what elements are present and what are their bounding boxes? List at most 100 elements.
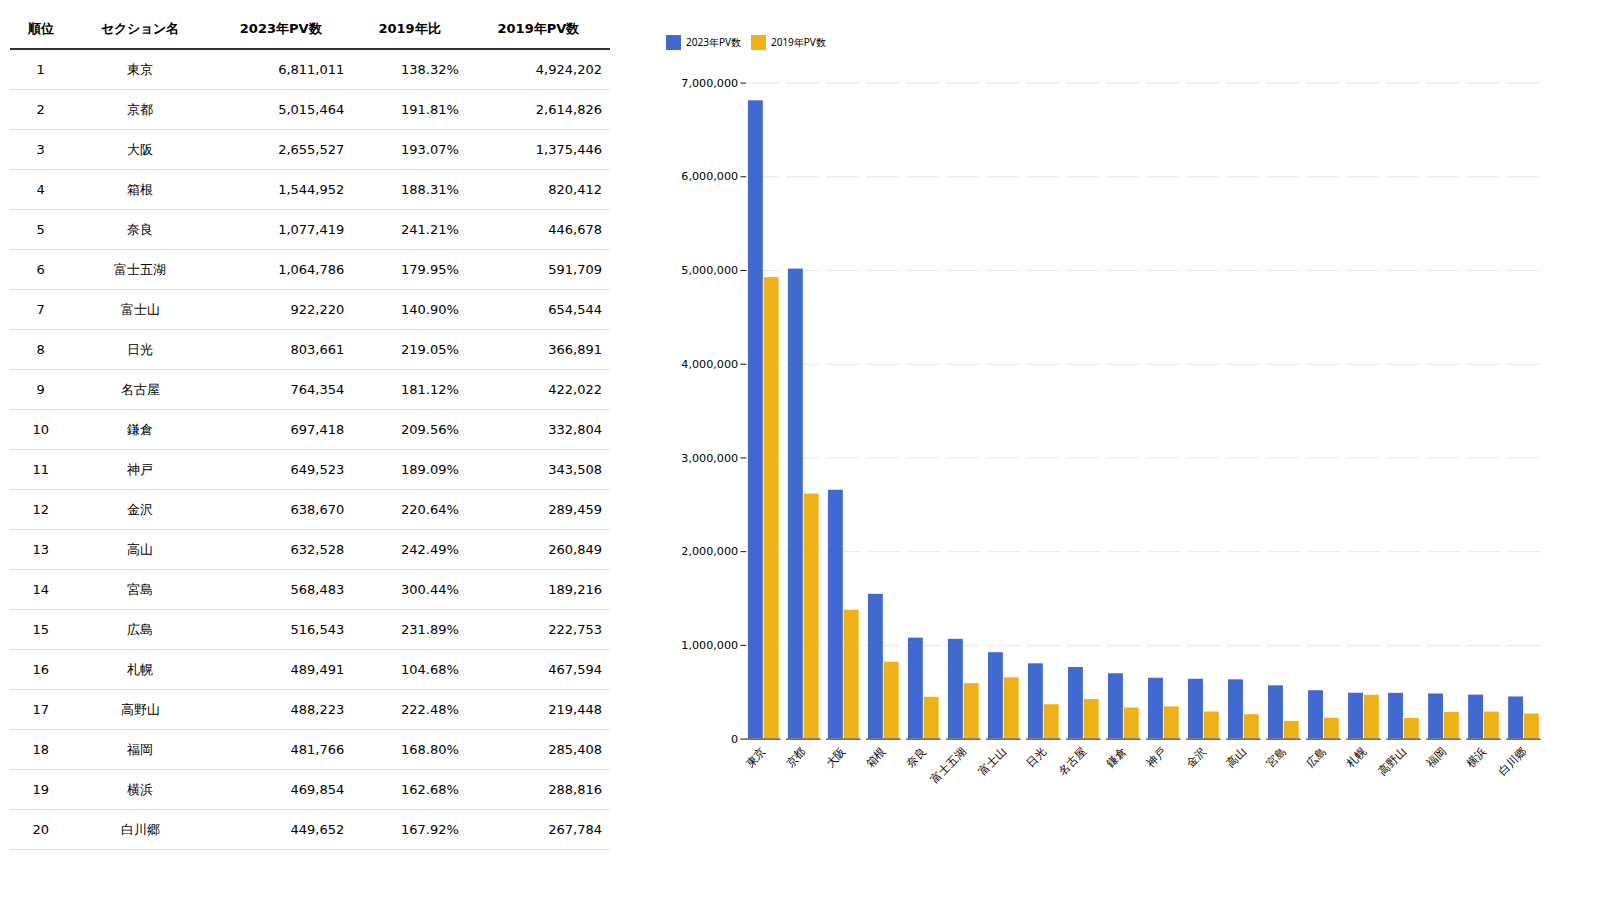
svg-text:高野山: 高野山 [1376,746,1409,779]
svg-text:広島: 広島 [1304,746,1329,771]
html-text:242.49%: 242.49% [401,542,459,557]
html-text:1,544,952: 1,544,952 [278,182,345,197]
html-text:東京: 東京 [127,61,154,77]
html-text:764,354: 764,354 [290,382,345,397]
html-text:140.90%: 140.90% [401,302,459,317]
html-text:188.31%: 188.31% [401,182,459,197]
html-text:5,015,464: 5,015,464 [278,102,345,117]
html-text:632,528: 632,528 [290,542,345,557]
html-text:2019年比: 2019年比 [378,21,441,36]
svg-text:4,000,000: 4,000,000 [681,358,738,371]
html-text:富士山: 富士山 [120,301,160,317]
html-text:220.64%: 220.64% [401,502,459,517]
svg-text:白川郷: 白川郷 [1496,746,1529,779]
html-text:14: 14 [32,582,49,597]
html-text:820,412: 820,412 [548,182,602,197]
svg-text:名古屋: 名古屋 [1056,746,1089,779]
html-text:1,077,419: 1,077,419 [278,222,345,237]
svg-text:横浜: 横浜 [1464,746,1489,771]
html-text:922,220: 922,220 [290,302,345,317]
html-text:12: 12 [32,502,49,517]
html-text:箱根: 箱根 [127,181,154,197]
html-text:白川郷: 白川郷 [120,821,160,837]
html-text:189.09%: 189.09% [401,462,459,477]
svg-text:京都: 京都 [784,746,809,771]
html-text:2,655,527: 2,655,527 [278,142,345,157]
html-text:宮島: 宮島 [127,581,154,597]
html-text:209.56%: 209.56% [401,422,459,437]
svg-text:福岡: 福岡 [1424,746,1449,771]
svg-text:高山: 高山 [1224,746,1249,771]
html-text:13: 13 [32,542,49,557]
svg-text:神戸: 神戸 [1144,746,1169,771]
svg-text:鎌倉: 鎌倉 [1104,746,1129,771]
html-text:697,418: 697,418 [290,422,345,437]
svg-text:東京: 東京 [744,746,769,771]
html-text:422,022: 422,022 [548,382,602,397]
svg-text:3,000,000: 3,000,000 [681,452,738,465]
html-text:横浜: 横浜 [127,781,154,797]
svg-text:箱根: 箱根 [864,746,889,771]
svg-text:5,000,000: 5,000,000 [681,264,738,277]
html-text:591,709: 591,709 [548,262,602,277]
html-text:富士五湖: 富士五湖 [114,261,167,277]
html-text:1,064,786: 1,064,786 [278,262,345,277]
html-text:1,375,446: 1,375,446 [535,142,602,157]
html-text:332,804: 332,804 [548,422,602,437]
svg-text:6,000,000: 6,000,000 [681,170,738,183]
html-text:2019年PV数: 2019年PV数 [497,21,580,36]
html-text:神戸: 神戸 [127,461,154,477]
svg-text:札幌: 札幌 [1344,746,1369,771]
html-text:193.07%: 193.07% [401,142,459,157]
svg-text:奈良: 奈良 [904,746,929,771]
svg-text:日光: 日光 [1024,746,1049,771]
svg-text:宮島: 宮島 [1264,746,1289,771]
html-text:広島: 広島 [127,621,154,637]
html-text:鎌倉: 鎌倉 [127,421,154,437]
svg-text:1,000,000: 1,000,000 [681,639,738,652]
html-text:300.44%: 300.44% [401,582,459,597]
html-text:11: 11 [32,462,49,477]
html-text:803,661: 803,661 [290,342,345,357]
svg-text:金沢: 金沢 [1184,746,1209,771]
html-text:4,924,202: 4,924,202 [535,62,602,77]
html-text:2,614,826: 2,614,826 [535,102,602,117]
html-text:181.12%: 181.12% [401,382,459,397]
html-text:568,483: 568,483 [290,582,345,597]
svg-text:7,000,000: 7,000,000 [681,77,738,90]
html-text:219.05%: 219.05% [401,342,459,357]
html-text:6,811,011: 6,811,011 [278,62,345,77]
html-text:654,544: 654,544 [548,302,602,317]
html-text:高山: 高山 [127,541,154,557]
svg-text:2,000,000: 2,000,000 [681,545,738,558]
html-text:大阪: 大阪 [127,141,154,157]
html-text:189,216: 189,216 [548,582,602,597]
html-text:順位: 順位 [27,21,54,36]
html-text:446,678: 446,678 [548,222,602,237]
html-text:京都: 京都 [127,101,154,117]
html-text:241.21%: 241.21% [401,222,459,237]
svg-text:0: 0 [731,733,738,746]
html-text:366,891: 366,891 [548,342,602,357]
html-text:名古屋: 名古屋 [120,381,160,397]
html-text:638,670: 638,670 [290,502,345,517]
html-text:セクション名: セクション名 [101,21,180,36]
html-text:10: 10 [32,422,49,437]
html-text:649,523: 649,523 [290,462,345,477]
svg-text:富士五湖: 富士五湖 [928,746,968,786]
html-text:高野山: 高野山 [120,701,160,717]
html-text:2023年PV数: 2023年PV数 [239,21,322,36]
html-text:札幌: 札幌 [127,661,154,677]
html-text:日光: 日光 [127,341,154,357]
html-text:金沢: 金沢 [127,501,154,517]
html-text:奈良: 奈良 [127,221,154,237]
html-text:343,508: 343,508 [548,462,602,477]
html-text:福岡: 福岡 [127,741,154,757]
html-text:179.95%: 179.95% [401,262,459,277]
html-text:260,849: 260,849 [548,542,602,557]
html-text:138.32%: 138.32% [401,62,459,77]
html-text:191.81%: 191.81% [401,102,459,117]
svg-text:大阪: 大阪 [824,746,849,771]
html-text:289,459: 289,459 [548,502,602,517]
svg-text:富士山: 富士山 [976,746,1009,779]
